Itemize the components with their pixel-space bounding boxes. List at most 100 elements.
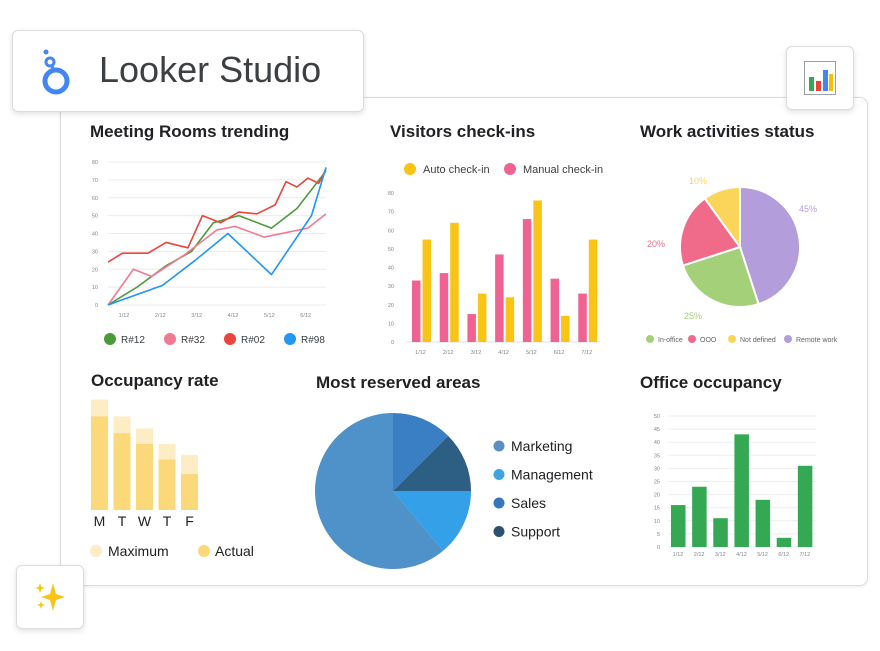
y-tick-label: 30	[388, 284, 394, 290]
meeting-rooms-line-chart: 0 10 20 30 40 50 60 70 80 1/12 2/12 3/12 4/12 5/12 6/1…	[92, 160, 327, 346]
sparkle-icon	[35, 583, 65, 611]
legend-label: R#02	[241, 335, 265, 346]
reserved-areas-pie-chart: Marketing Management Sales Support	[315, 413, 593, 569]
bar-manual-check-in	[495, 254, 504, 342]
legend-label: Marketing	[511, 438, 572, 454]
brand-name: Looker Studio	[99, 49, 322, 90]
pie-slice-not-defined	[703, 185, 741, 251]
legend-swatch	[164, 333, 176, 345]
x-tick-label: 2/12	[694, 552, 705, 558]
legend-label: In-office	[658, 337, 683, 344]
y-tick-label: 20	[388, 303, 394, 309]
x-tick-label: 3/12	[715, 552, 726, 558]
legend-swatch	[688, 335, 696, 343]
y-tick-label: 10	[654, 519, 660, 525]
x-tick-label: W	[138, 513, 152, 529]
x-tick-label: 5/12	[264, 313, 275, 319]
x-tick-label: 6/12	[778, 552, 789, 558]
series-line-R02	[107, 168, 327, 263]
y-tick-label: 50	[92, 214, 98, 220]
legend-label: R#12	[121, 335, 145, 346]
legend-label: R#98	[301, 335, 325, 346]
pie-slice-support	[393, 435, 471, 491]
legend-swatch	[493, 497, 505, 509]
bar-auto-check-in	[477, 293, 487, 342]
sheets-chart-button[interactable]	[786, 46, 854, 110]
y-tick-label: 30	[92, 249, 98, 255]
y-tick-label: 50	[654, 414, 660, 420]
y-tick-label: 45	[654, 427, 660, 433]
series-line-R32	[107, 213, 327, 306]
bar-manual-check-in	[522, 219, 532, 342]
y-tick-label: 70	[92, 178, 98, 184]
x-tick-label: 4/12	[228, 313, 239, 319]
legend-label: Maximum	[108, 543, 169, 559]
legend-swatch	[728, 335, 736, 343]
legend-swatch	[784, 335, 792, 343]
legend-swatch	[504, 163, 516, 175]
y-tick-label: 25	[654, 480, 660, 486]
ai-assist-button[interactable]	[16, 565, 84, 629]
work-activities-pie-chart: 45% 25% 20% 10% In-office OOO Not defined Remot…	[646, 176, 838, 344]
x-tick-label: 4/12	[498, 350, 509, 356]
pie-slice-sales	[315, 413, 444, 569]
x-tick-label: 5/12	[757, 552, 768, 558]
legend-label: Management	[511, 467, 593, 483]
looker-studio-logo-icon	[42, 49, 70, 95]
activities-chart-title: Work activities status	[640, 122, 815, 141]
x-tick-label: 1/12	[119, 313, 130, 319]
office-chart-title: Office occupancy	[640, 373, 782, 392]
y-tick-label: 50	[388, 247, 394, 253]
office-occupancy-bar-chart: 0 5 10 15 20 25 30 35 40 45 50 1/12 2/12 3/12 4/12 5/12…	[654, 414, 816, 558]
bar-actual	[136, 444, 153, 510]
y-tick-label: 80	[92, 160, 98, 166]
bar-manual-check-in	[467, 314, 476, 342]
legend-swatch	[646, 335, 654, 343]
y-tick-label: 0	[95, 303, 98, 309]
legend-swatch	[404, 163, 416, 175]
legend-label: Support	[511, 524, 560, 540]
pie-slice-in-office	[681, 245, 760, 308]
bar-auto-check-in	[533, 200, 542, 342]
legend-swatch	[493, 440, 505, 452]
bar-actual	[158, 459, 176, 510]
x-tick-label: T	[163, 513, 172, 529]
x-tick-label: 3/12	[471, 350, 482, 356]
bar-auto-check-in	[505, 297, 515, 342]
x-tick-label: 2/12	[155, 313, 166, 319]
y-tick-label: 35	[654, 453, 660, 459]
legend-label: Not defined	[740, 337, 776, 344]
y-tick-label: 0	[391, 340, 394, 346]
bar-auto-check-in	[450, 222, 459, 342]
bar-manual-check-in	[550, 278, 560, 342]
y-tick-label: 5	[657, 532, 660, 538]
bar-office-occupancy	[671, 505, 686, 547]
brand-card: Looker Studio	[12, 30, 364, 112]
bar-office-occupancy	[713, 518, 728, 547]
bar-auto-check-in	[422, 239, 431, 342]
y-tick-label: 60	[388, 228, 394, 234]
legend-swatch	[104, 333, 116, 345]
legend-label: Actual	[215, 543, 254, 559]
pie-slice-remote-work	[739, 185, 801, 306]
x-tick-label: 4/12	[736, 552, 747, 558]
y-tick-label: 70	[388, 210, 394, 216]
y-tick-label: 30	[654, 466, 660, 472]
pie-data-label: 45%	[799, 204, 817, 214]
x-tick-label: F	[185, 513, 194, 529]
pie-data-label: 10%	[689, 176, 707, 186]
legend-swatch	[493, 526, 505, 537]
y-tick-label: 15	[654, 506, 660, 512]
pie-data-label: 20%	[647, 239, 665, 249]
y-tick-label: 40	[92, 232, 98, 238]
bar-actual	[113, 433, 131, 510]
bar-manual-check-in	[439, 273, 449, 342]
visitors-chart-title: Visitors check-ins	[390, 122, 536, 141]
bar-manual-check-in	[578, 293, 587, 342]
legend-label: Auto check-in	[423, 164, 490, 176]
x-tick-label: 1/12	[415, 350, 426, 356]
x-tick-label: 7/12	[799, 552, 810, 558]
y-tick-label: 20	[92, 267, 98, 273]
bar-office-occupancy	[797, 465, 813, 547]
bar-auto-check-in	[588, 239, 598, 342]
